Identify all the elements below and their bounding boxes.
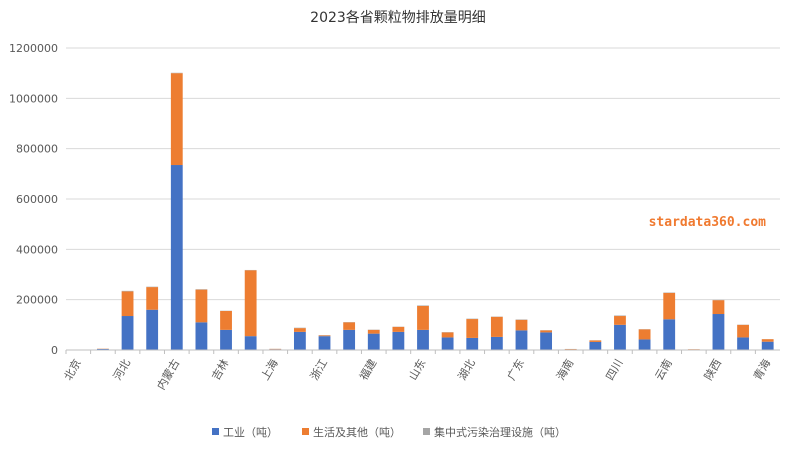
x-tick-label: 湖北	[456, 357, 478, 383]
bar-segment	[737, 324, 749, 338]
x-tick-label: 吉林	[209, 357, 232, 383]
x-tick-label: 广东	[505, 357, 527, 383]
legend-label: 工业（吨）	[223, 426, 278, 439]
bar-segment	[97, 348, 109, 350]
bar-segment	[417, 329, 429, 350]
bar-segment	[589, 340, 602, 342]
bar-segment	[540, 332, 553, 350]
bar-segment	[515, 319, 528, 331]
bar-segment	[343, 329, 356, 350]
bar-segment	[220, 310, 232, 330]
x-axis: 北京 河北 内蒙古 吉林 上海 浙江 福建 山东 湖北 广东 海南 四川 云南 陕西 青海	[61, 350, 773, 393]
y-tick-label: 1000000	[9, 92, 58, 105]
bar-segment	[367, 333, 380, 350]
bar-segment	[761, 339, 774, 342]
x-tick-label: 浙江	[308, 357, 330, 383]
bar-segment	[121, 290, 134, 292]
chart-title: 2023各省颗粒物排放量明细	[310, 10, 486, 26]
watermark: stardata360.com	[649, 215, 767, 230]
bar-segment	[614, 315, 626, 317]
bar-segment	[490, 316, 503, 337]
bar-segment	[343, 322, 356, 330]
bar-segment	[220, 329, 232, 350]
bar-segment	[663, 319, 676, 350]
bar-segment	[761, 341, 774, 350]
bar-segment	[121, 291, 134, 317]
bar-segment	[663, 292, 676, 320]
y-tick-label: 0	[51, 344, 58, 357]
y-tick-label: 400000	[16, 243, 58, 256]
bar-segment	[244, 336, 257, 350]
x-tick-label: 上海	[258, 357, 281, 383]
bar-segment	[293, 331, 306, 350]
x-tick-label: 山东	[406, 357, 428, 383]
bar-segment	[170, 165, 183, 350]
bar-segment	[170, 73, 183, 166]
bar-segment	[490, 336, 503, 350]
legend: 工业（吨） 生活及其他（吨） 集中式污染治理设施（吨）	[212, 425, 566, 439]
y-tick-label: 600000	[16, 193, 58, 206]
gridlines	[66, 47, 780, 301]
bar-segment	[712, 300, 725, 315]
bar-segment	[244, 270, 257, 337]
bar-segment	[614, 324, 626, 350]
bar-segment	[146, 309, 159, 350]
bar-segment	[441, 332, 454, 338]
x-tick-label: 陕西	[701, 357, 724, 383]
bar-segment	[121, 316, 134, 350]
legend-label: 集中式污染治理设施（吨）	[434, 425, 566, 439]
y-tick-label: 800000	[16, 143, 58, 156]
bar-segment	[195, 289, 208, 323]
y-tick-label: 200000	[16, 294, 58, 307]
bar-segment	[589, 341, 602, 350]
x-tick-label: 内蒙古	[154, 357, 183, 393]
bar-segment	[466, 337, 479, 350]
bar-segment	[638, 329, 651, 340]
bar-segment	[614, 316, 626, 325]
bar-segment	[146, 287, 159, 310]
bar-segment	[540, 330, 553, 333]
bar-segment	[318, 336, 331, 350]
x-tick-label: 北京	[61, 357, 84, 383]
bar-segment	[293, 328, 306, 332]
bar-segment	[392, 326, 405, 332]
bar-segment	[392, 331, 405, 350]
bar-segment	[638, 339, 651, 350]
legend-swatch	[302, 428, 309, 435]
x-tick-label: 海南	[553, 357, 576, 383]
bar-segment	[417, 305, 429, 306]
y-axis: 0 200000 400000 600000 800000 1000000 1200000	[9, 42, 58, 357]
x-tick-label: 云南	[653, 357, 675, 383]
x-tick-label: 福建	[356, 357, 379, 383]
bar-segment	[441, 337, 454, 350]
bar-segment	[515, 330, 528, 350]
bar-segment	[367, 329, 380, 334]
x-tick-label: 四川	[603, 357, 625, 383]
x-tick-label: 青海	[750, 357, 773, 383]
x-tick-label: 河北	[111, 357, 133, 383]
bar-segment	[318, 335, 331, 337]
bar-segment	[195, 322, 208, 350]
bar-segment	[737, 337, 749, 350]
bar-segment	[466, 319, 479, 338]
bar-segment	[712, 314, 725, 350]
legend-swatch	[212, 428, 219, 435]
legend-swatch	[423, 428, 430, 435]
bars	[72, 72, 774, 350]
legend-label: 生活及其他（吨）	[313, 425, 401, 439]
bar-segment	[417, 305, 429, 330]
y-tick-label: 1200000	[9, 42, 58, 55]
